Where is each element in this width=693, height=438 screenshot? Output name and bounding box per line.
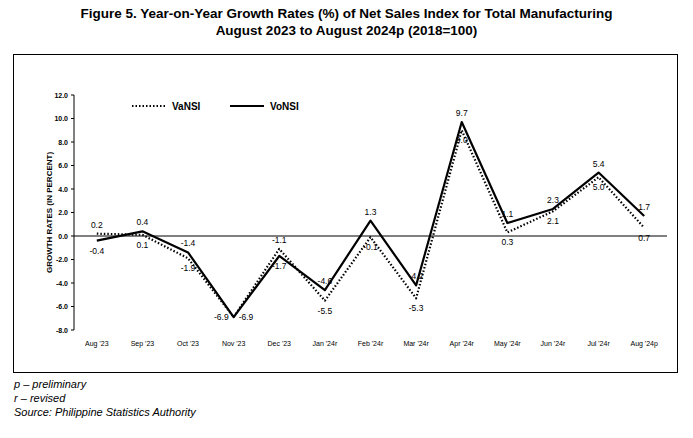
data-label: -4.2 bbox=[409, 271, 424, 281]
note: Source: Philippine Statistics Authority bbox=[14, 406, 197, 418]
x-tick-label: Jan '24r bbox=[313, 340, 338, 347]
y-tick bbox=[71, 118, 74, 119]
y-tick-label: 12.0 bbox=[54, 92, 68, 99]
data-label: -1.7 bbox=[272, 261, 287, 271]
y-tick-label: 4.0 bbox=[58, 186, 68, 193]
y-tick bbox=[71, 142, 74, 143]
data-label: -4.6 bbox=[318, 276, 333, 286]
y-tick-label: 6.0 bbox=[58, 162, 68, 169]
y-tick-label: -4.0 bbox=[56, 280, 68, 287]
x-tick-label: Sep '23 bbox=[131, 340, 155, 348]
x-tick-label: Aug '23 bbox=[85, 340, 109, 348]
data-label: 9.0 bbox=[456, 135, 468, 145]
y-tick bbox=[71, 283, 74, 284]
y-axis-label: GROWTH RATES (IN PERCENT) bbox=[45, 152, 54, 274]
data-label: 2.3 bbox=[547, 195, 559, 205]
data-label: -1.4 bbox=[181, 238, 196, 248]
x-tick-label: Oct '23 bbox=[177, 340, 199, 347]
chart: Figure 5. Year-on-Year Growth Rates (%) … bbox=[0, 0, 693, 438]
x-tick-label: Mar '24r bbox=[403, 340, 429, 347]
line-solid bbox=[97, 122, 644, 317]
data-label: -6.9 bbox=[214, 312, 229, 322]
data-label: 1.1 bbox=[501, 209, 513, 219]
title: Figure 5. Year-on-Year Growth Rates (%) … bbox=[80, 6, 612, 21]
y-tick bbox=[71, 212, 74, 213]
x-tick-label: Dec '23 bbox=[268, 340, 292, 347]
data-label: -1.1 bbox=[272, 235, 287, 245]
x-tick-label: Feb '24r bbox=[358, 340, 384, 347]
y-tick bbox=[71, 306, 74, 307]
y-tick-label: 8.0 bbox=[58, 139, 68, 146]
x-tick-label: Jun '24r bbox=[541, 340, 566, 347]
frame bbox=[14, 55, 678, 373]
data-label: 5.4 bbox=[593, 159, 605, 169]
x-tick-label: Aug '24p bbox=[630, 340, 658, 348]
legend-swatch bbox=[132, 105, 166, 107]
y-tick bbox=[71, 236, 74, 237]
data-label: 9.7 bbox=[456, 108, 468, 118]
y-tick-label: 2.0 bbox=[58, 209, 68, 216]
x-tick-label: Nov '23 bbox=[222, 340, 246, 347]
data-label: -0.1 bbox=[363, 242, 378, 252]
y-tick bbox=[71, 95, 74, 96]
data-label: 0.3 bbox=[501, 237, 513, 247]
data-label: -5.5 bbox=[318, 306, 333, 316]
x-tick-label: Jul '24r bbox=[587, 340, 610, 347]
legend-label: VoNSI bbox=[270, 101, 299, 112]
series-group bbox=[97, 122, 644, 317]
y-tick-label: -6.0 bbox=[56, 303, 68, 310]
y-tick bbox=[71, 330, 74, 331]
y-tick bbox=[71, 189, 74, 190]
data-label: 0.1 bbox=[137, 240, 149, 250]
legend-label: VaNSI bbox=[172, 101, 201, 112]
subtitle: August 2023 to August 2024p (2018=100) bbox=[216, 23, 478, 38]
data-label: 0.4 bbox=[137, 217, 149, 227]
y-tick-label: 10.0 bbox=[54, 115, 68, 122]
data-label: 0.2 bbox=[91, 220, 103, 230]
x-tick-label: Apr '24r bbox=[450, 340, 475, 348]
y-tick bbox=[71, 259, 74, 260]
x-tick-label: May '24r bbox=[494, 340, 521, 348]
data-label: 1.7 bbox=[638, 202, 650, 212]
data-label: -0.4 bbox=[89, 246, 104, 256]
legend-swatch bbox=[230, 105, 264, 107]
y-tick-label: 0.0 bbox=[58, 233, 68, 240]
y-tick bbox=[71, 165, 74, 166]
y-tick-label: -8.0 bbox=[56, 327, 68, 334]
data-label: 0.7 bbox=[638, 233, 650, 243]
data-label: -6.9 bbox=[239, 312, 254, 322]
note: p – preliminary bbox=[13, 378, 88, 390]
background bbox=[0, 0, 693, 438]
line-dotted bbox=[97, 130, 644, 317]
data-label: 5.0 bbox=[593, 182, 605, 192]
note: r – revised bbox=[14, 392, 66, 404]
y-tick-label: -2.0 bbox=[56, 256, 68, 263]
data-label: 1.3 bbox=[365, 207, 377, 217]
data-label: -1.9 bbox=[181, 263, 196, 273]
data-label: 2.1 bbox=[547, 216, 559, 226]
data-label: -5.3 bbox=[409, 303, 424, 313]
